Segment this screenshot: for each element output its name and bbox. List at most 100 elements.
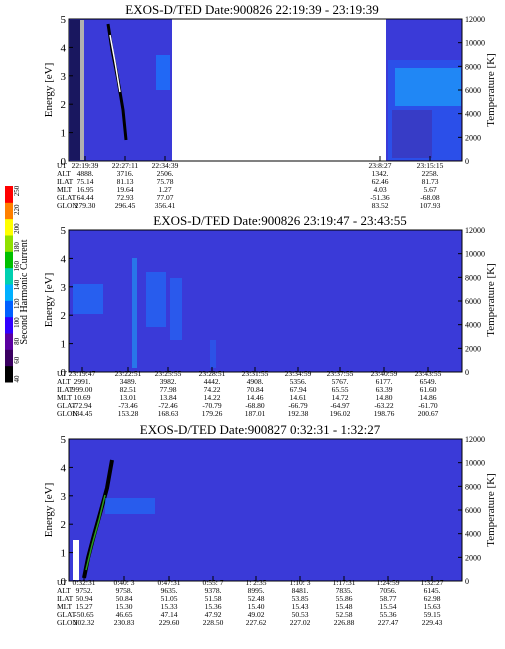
ephemeris-cell: 22:27:11 bbox=[112, 161, 139, 170]
ephemeris-cell: -63.22 bbox=[374, 401, 394, 410]
y2-tick-label: 10000 bbox=[465, 459, 485, 468]
ephemeris-row-label: GLAT bbox=[57, 193, 77, 202]
ephemeris-cell: 8481. bbox=[292, 586, 309, 595]
ephemeris-cell: 4.03 bbox=[373, 185, 386, 194]
ephemeris-cell: 59.15 bbox=[424, 610, 441, 619]
ephemeris-cell: 19.64 bbox=[117, 185, 134, 194]
colorbar-cell bbox=[5, 300, 13, 318]
ephemeris-row-label: MLT bbox=[57, 393, 73, 402]
ephemeris-cell: 196.02 bbox=[330, 409, 351, 418]
ephemeris-cell: 0:55: 7 bbox=[202, 578, 223, 587]
ephemeris-cell: 14.86 bbox=[420, 393, 437, 402]
panel-3-ylabel: Energy [eV] bbox=[43, 483, 55, 537]
y2-tick-label: 6000 bbox=[465, 86, 481, 95]
ephemeris-cell: 23:19:47 bbox=[69, 369, 96, 378]
ephemeris-cell: 0:40: 3 bbox=[113, 578, 134, 587]
ephemeris-cell: 4908. bbox=[247, 377, 264, 386]
panel-3-y2label: Temperature [K] bbox=[485, 473, 497, 546]
colorbar-tick-label: 160 bbox=[13, 260, 21, 271]
y2-tick-label: 4000 bbox=[465, 110, 481, 119]
colorbar-tick-label: 40 bbox=[13, 375, 21, 383]
ephemeris-cell: 83.52 bbox=[372, 201, 389, 210]
ephemeris-row-label: MLT bbox=[57, 602, 73, 611]
ephemeris-row-label: GLAT bbox=[57, 610, 77, 619]
ephemeris-cell: 9635. bbox=[161, 586, 178, 595]
y-tick-label: 3 bbox=[61, 282, 67, 294]
ephemeris-cell: 22:34:39 bbox=[152, 161, 179, 170]
y2-tick-label: 0 bbox=[465, 157, 469, 166]
panel-2-features bbox=[73, 258, 216, 368]
ephemeris-cell: 49.02 bbox=[248, 610, 265, 619]
colorbar-tick-label: 220 bbox=[13, 204, 21, 215]
ephemeris-cell: 134.45 bbox=[72, 409, 93, 418]
y-tick-label: 2 bbox=[61, 310, 67, 322]
ephemeris-row-label: GLON bbox=[57, 618, 78, 627]
ephemeris-cell: 200.67 bbox=[418, 409, 439, 418]
colorbar-tick-label: 60 bbox=[13, 356, 21, 364]
panel-3-features bbox=[73, 459, 155, 580]
ephemeris-cell: 2258. bbox=[422, 169, 439, 178]
ephemeris-row-label: GLON bbox=[57, 201, 78, 210]
ephemeris-cell: 23:37:55 bbox=[327, 369, 354, 378]
ephemeris-cell: 62.46 bbox=[372, 177, 389, 186]
colorbar-tick-label: 180 bbox=[13, 242, 21, 253]
y2-tick-label: 12000 bbox=[465, 226, 485, 235]
ephemeris-cell: 6549. bbox=[420, 377, 437, 386]
ephemeris-cell: 1:24:59 bbox=[377, 578, 400, 587]
colorbar-cell bbox=[5, 202, 13, 220]
panel-1-y-axis: 0 1 2 3 4 5 bbox=[61, 14, 73, 168]
colorbar-cell bbox=[5, 186, 13, 203]
ephemeris-cell: 7056. bbox=[380, 586, 397, 595]
panel-1: EXOS-D/TED Date:900826 22:19:39 - 23:19:… bbox=[43, 2, 497, 210]
ephemeris-cell: 75.14 bbox=[77, 177, 94, 186]
ephemeris-cell: 58.77 bbox=[380, 594, 397, 603]
ephemeris-cell: 153.28 bbox=[118, 409, 139, 418]
ephemeris-cell: 63.39 bbox=[376, 385, 393, 394]
ephemeris-cell: 6177. bbox=[376, 377, 393, 386]
ephemeris-cell: 81.13 bbox=[117, 177, 134, 186]
colorbar-tick-label: 140 bbox=[13, 279, 21, 290]
ephemeris-cell: 77.07 bbox=[157, 193, 174, 202]
panel-2: EXOS-D/TED Date:900826 23:19:47 - 23:43:… bbox=[43, 213, 497, 418]
ephemeris-cell: 1: 2:35 bbox=[245, 578, 266, 587]
y-tick-label: 5 bbox=[61, 14, 67, 26]
ephemeris-cell: 15.63 bbox=[424, 602, 441, 611]
ephemeris-cell: 14.72 bbox=[332, 393, 349, 402]
y-tick-label: 4 bbox=[61, 253, 67, 265]
panel-1-title: EXOS-D/TED Date:900826 22:19:39 - 23:19:… bbox=[125, 2, 378, 17]
ephemeris-cell: 187.01 bbox=[245, 409, 266, 418]
y2-tick-label: 2000 bbox=[465, 133, 481, 142]
ephemeris-cell: 1:10: 3 bbox=[289, 578, 310, 587]
colorbar-cell bbox=[5, 316, 13, 334]
ephemeris-cell: 15.30 bbox=[116, 602, 133, 611]
panel-3-y-axis: 0 1 2 3 4 5 bbox=[61, 434, 73, 588]
ephemeris-cell: 229.60 bbox=[159, 618, 180, 627]
panel-2-x-ticks bbox=[81, 367, 429, 372]
ephemeris-cell: 13.01 bbox=[120, 393, 137, 402]
ephemeris-cell: 51.05 bbox=[161, 594, 178, 603]
y2-tick-label: 6000 bbox=[465, 506, 481, 515]
colorbar-cells bbox=[5, 186, 13, 383]
ephemeris-cell: -51.36 bbox=[370, 193, 390, 202]
ephemeris-cell: 22:19:39 bbox=[72, 161, 99, 170]
y-tick-label: 3 bbox=[61, 491, 67, 503]
ephemeris-cell: 47.92 bbox=[205, 610, 222, 619]
ephemeris-cell: 23:15:15 bbox=[417, 161, 444, 170]
ephemeris-cell: -61.70 bbox=[418, 401, 438, 410]
panel-2-y2-axis: 0 2000 4000 6000 8000 10000 12000 bbox=[458, 226, 485, 377]
ephemeris-cell: 5.67 bbox=[423, 185, 436, 194]
ephemeris-cell: 8995. bbox=[248, 586, 265, 595]
ephemeris-cell: 15.27 bbox=[76, 602, 93, 611]
ephemeris-cell: -70.79 bbox=[202, 401, 222, 410]
ephemeris-cell: 5767. bbox=[332, 377, 349, 386]
panel-1-ylabel: Energy [eV] bbox=[43, 63, 55, 117]
colorbar-cell bbox=[5, 365, 13, 383]
colorbar-title: Second Harmonic Current bbox=[19, 239, 30, 344]
colorbar: 40 60 80 100 120 140 160 180 200 220 250 Second Ha… bbox=[5, 185, 30, 383]
y-tick-label: 0 bbox=[61, 576, 67, 588]
ephemeris-cell: 227.62 bbox=[246, 618, 267, 627]
y-tick-label: 5 bbox=[61, 434, 67, 446]
y2-tick-label: 4000 bbox=[465, 321, 481, 330]
